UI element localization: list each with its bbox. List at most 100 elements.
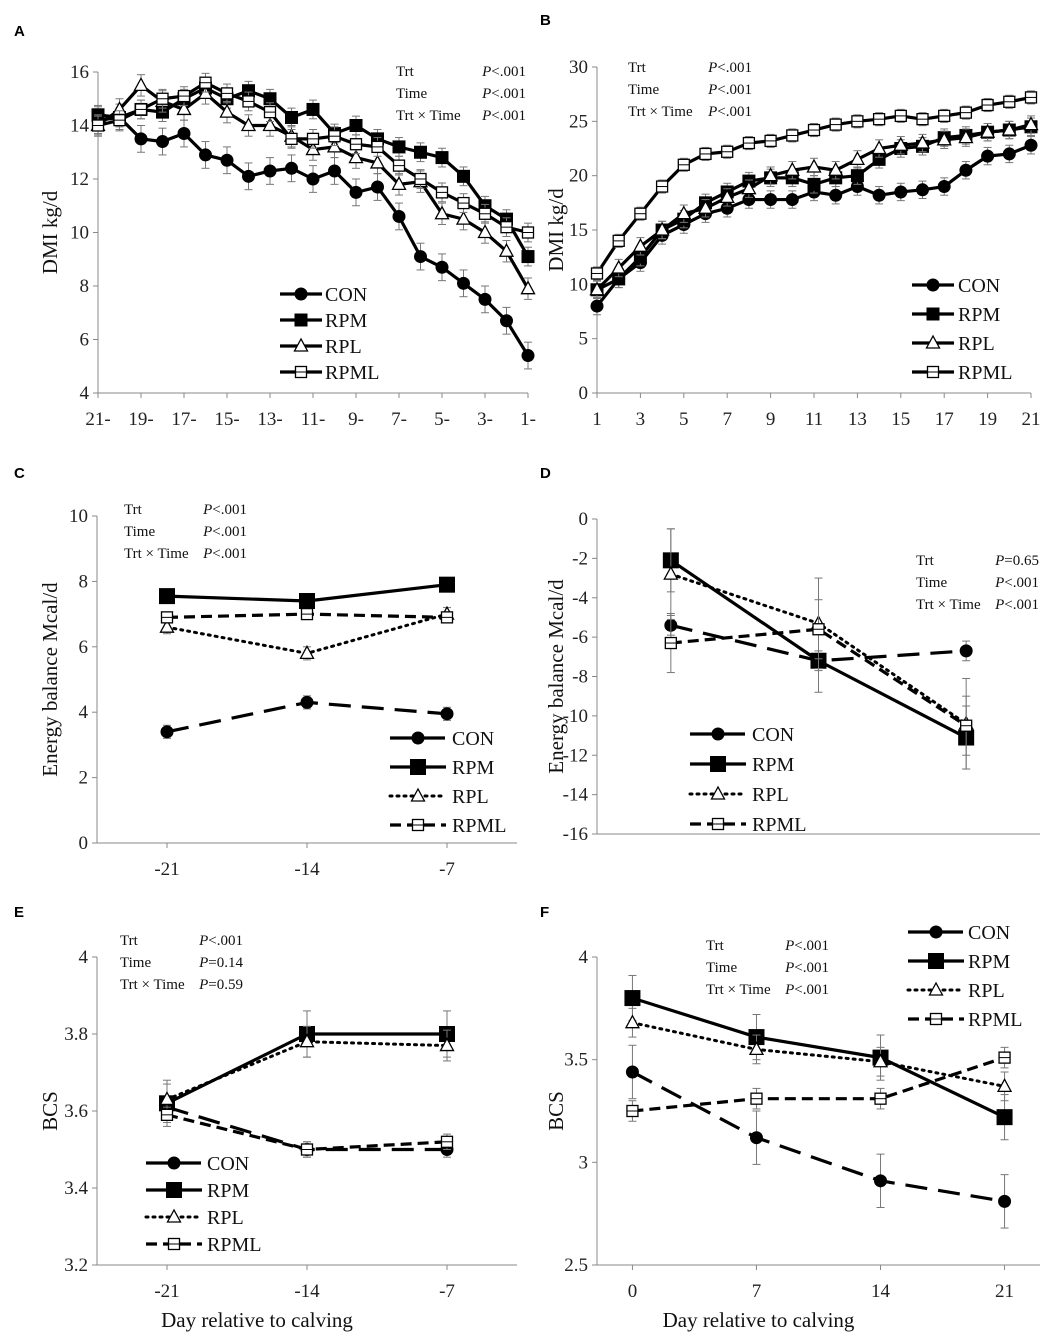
y-tick-label: 0 <box>79 833 89 854</box>
series-line <box>595 123 1032 291</box>
stat-value: P<.001 <box>707 82 752 98</box>
y-tick-label: 3.2 <box>64 1255 88 1276</box>
legend-item-rpml: RPML <box>690 814 806 836</box>
point-marker <box>371 180 384 194</box>
legend-item-rpl: RPL <box>906 980 1005 1002</box>
panel-label: A <box>14 23 25 40</box>
point-marker <box>1023 116 1039 131</box>
point-marker <box>872 1053 889 1068</box>
legend-item-con: CON <box>280 284 367 306</box>
panel-label: F <box>540 904 549 921</box>
point-marker <box>828 161 844 176</box>
legend-marker <box>294 287 308 301</box>
point-marker <box>611 259 627 274</box>
legend-marker <box>294 313 308 327</box>
y-tick-label: 6 <box>79 637 89 658</box>
point-marker <box>748 1041 765 1056</box>
x-tick-label: 11 <box>805 409 823 430</box>
legend-label: CON <box>968 922 1010 944</box>
point-marker <box>455 210 472 225</box>
stat-p-value: <.001 <box>794 960 829 976</box>
stat-p: P <box>784 982 794 998</box>
stat-p-value: <.001 <box>491 108 526 124</box>
stat-p-value: =0.65 <box>1004 553 1039 569</box>
stat-p: P <box>481 64 491 80</box>
y-tick-label: 3.4 <box>64 1178 88 1199</box>
legend-marker <box>166 1208 182 1223</box>
point-marker <box>392 209 406 223</box>
y-tick-label: -10 <box>563 706 588 727</box>
legend-label: CON <box>452 728 494 750</box>
point-marker <box>850 169 864 183</box>
point-marker <box>328 164 341 178</box>
legend-label: RPL <box>958 333 995 355</box>
stat-p: P <box>202 546 212 562</box>
point-marker <box>785 193 799 207</box>
stat-p: P <box>707 104 717 120</box>
x-tick-label: 5 <box>679 409 689 430</box>
stat-name: Time <box>396 86 427 102</box>
legend-label: RPML <box>958 362 1012 384</box>
legend-item-rpl: RPL <box>688 784 789 806</box>
point-marker <box>676 205 692 220</box>
point-marker <box>749 1131 763 1145</box>
stat-p-value: <.001 <box>212 502 247 518</box>
point-marker <box>807 177 821 191</box>
point-marker <box>477 224 493 239</box>
legend-item-con: CON <box>146 1153 249 1175</box>
y-tick-label: -14 <box>563 785 589 806</box>
y-tick-label: 4 <box>79 947 89 968</box>
point-marker <box>263 92 277 106</box>
stat-name: Trt × Time <box>706 982 771 998</box>
stat-name: Time <box>124 524 155 540</box>
point-marker <box>998 1194 1012 1208</box>
point-marker <box>894 185 908 199</box>
point-marker <box>872 152 886 166</box>
x-tick-label: 19- <box>128 409 153 430</box>
stat-name: Trt <box>628 60 647 76</box>
stat-name: Time <box>916 575 947 591</box>
point-marker <box>348 149 364 164</box>
x-tick-label: 1- <box>520 409 536 430</box>
stat-name: Trt <box>706 938 725 954</box>
panel-label: E <box>14 904 24 921</box>
y-tick-label: -16 <box>563 824 588 845</box>
y-tick-label: 16 <box>70 62 89 83</box>
legend-marker <box>410 759 426 775</box>
point-marker <box>240 117 257 132</box>
x-tick-label: -14 <box>294 859 320 880</box>
point-marker <box>435 260 449 274</box>
point-marker <box>156 135 169 149</box>
legend-marker <box>926 307 940 321</box>
point-marker <box>806 158 822 173</box>
point-marker <box>134 132 148 146</box>
x-tick-label: 9- <box>348 409 364 430</box>
point-marker <box>893 136 909 151</box>
point-marker <box>1002 147 1016 161</box>
x-axis-label: Day relative to calving <box>663 1308 855 1332</box>
x-tick-label: 15 <box>891 409 910 430</box>
legend-label: RPML <box>207 1234 261 1256</box>
stat-p: P <box>481 86 491 102</box>
legend-item-rpml: RPML <box>908 1009 1022 1031</box>
x-tick-label: 11- <box>301 409 326 430</box>
point-marker <box>914 134 931 149</box>
stat-name: Time <box>706 960 737 976</box>
point-marker <box>160 725 174 739</box>
stat-value: P<.001 <box>202 524 247 540</box>
x-tick-label: 5- <box>434 409 450 430</box>
series-rpm <box>590 117 1038 299</box>
series-rpl <box>624 1007 1013 1102</box>
legend-label: RPM <box>752 754 794 776</box>
legend-item-rpm: RPM <box>280 310 367 332</box>
y-tick-label: 14 <box>70 116 90 137</box>
legend-marker <box>293 337 309 352</box>
point-marker <box>439 576 455 593</box>
point-marker <box>263 164 277 178</box>
point-marker <box>299 593 315 610</box>
point-marker <box>285 110 298 124</box>
y-tick-label: 3.6 <box>64 1101 88 1122</box>
x-tick-label: 19 <box>978 409 997 430</box>
y-tick-label: 2.5 <box>564 1255 588 1276</box>
y-tick-label: 20 <box>569 166 588 187</box>
